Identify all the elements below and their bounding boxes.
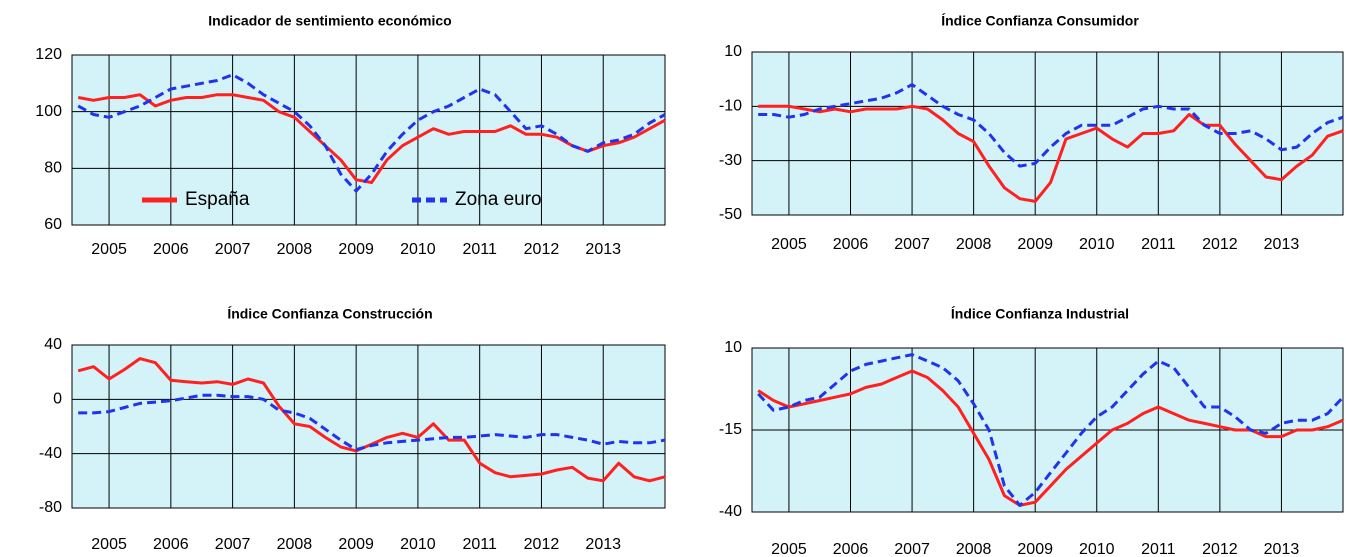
y-tick-label: 10 bbox=[724, 339, 742, 356]
x-tick-label: 2010 bbox=[1079, 236, 1115, 253]
x-tick-label: 2009 bbox=[338, 536, 374, 553]
x-tick-label: 2012 bbox=[1202, 541, 1238, 557]
x-tick-label: 2007 bbox=[215, 536, 251, 553]
x-tick-label: 2007 bbox=[894, 541, 930, 557]
series-line bbox=[77, 93, 666, 184]
legend-label: España bbox=[185, 189, 250, 210]
chart-title: Índice Confianza Industrial bbox=[951, 306, 1129, 322]
x-tick-label: 2013 bbox=[1264, 236, 1300, 253]
x-tick-label: 2005 bbox=[91, 536, 127, 553]
series-line bbox=[757, 369, 1344, 507]
y-tick-label: 10 bbox=[724, 43, 742, 60]
y-tick-label: -40 bbox=[39, 445, 62, 462]
series-line bbox=[757, 353, 1345, 507]
y-tick-label: -50 bbox=[719, 206, 742, 223]
y-tick-label: 0 bbox=[53, 391, 62, 408]
y-tick-label: -15 bbox=[719, 421, 742, 438]
x-tick-label: 2012 bbox=[524, 241, 560, 258]
x-tick-label: 2011 bbox=[462, 536, 497, 553]
chart-title: Índice Confianza Consumidor bbox=[941, 13, 1139, 29]
y-tick-label: -40 bbox=[719, 503, 742, 520]
chart: Índice Confianza Consumidor -50 -30 -10 10 20… bbox=[719, 13, 1344, 253]
y-tick-label: 40 bbox=[44, 336, 62, 353]
x-tick-label: 2009 bbox=[338, 241, 374, 258]
x-tick-label: 2008 bbox=[277, 536, 313, 553]
x-tick-label: 2008 bbox=[956, 236, 992, 253]
y-tick-label: -10 bbox=[719, 98, 742, 115]
chart-title: Índice Confianza Construcción bbox=[227, 306, 432, 322]
x-tick-label: 2013 bbox=[585, 536, 621, 553]
y-tick-label: 120 bbox=[35, 46, 62, 63]
x-tick-label: 2011 bbox=[1141, 236, 1176, 253]
y-tick-label: -80 bbox=[39, 499, 62, 516]
x-tick-label: 2012 bbox=[1202, 236, 1238, 253]
series-line bbox=[77, 73, 666, 193]
legend-label: Zona euro bbox=[455, 189, 542, 210]
x-tick-label: 2006 bbox=[833, 236, 869, 253]
x-tick-label: 2006 bbox=[833, 541, 869, 557]
x-tick-label: 2008 bbox=[277, 241, 313, 258]
series-line bbox=[758, 83, 1344, 168]
x-tick-label: 2007 bbox=[894, 236, 930, 253]
x-tick-label: 2010 bbox=[400, 241, 436, 258]
y-tick-label: 100 bbox=[35, 103, 62, 120]
x-tick-label: 2005 bbox=[771, 541, 807, 557]
y-tick-label: -30 bbox=[719, 152, 742, 169]
chart: Indicador de sentimiento económico 60 80 10… bbox=[35, 13, 666, 258]
x-tick-label: 2010 bbox=[400, 536, 436, 553]
chart: Índice Confianza Construcción -80 -40 0 40 20… bbox=[39, 306, 666, 553]
x-tick-label: 2006 bbox=[153, 241, 189, 258]
x-tick-label: 2009 bbox=[1017, 541, 1053, 557]
x-tick-label: 2007 bbox=[215, 241, 251, 258]
x-tick-label: 2011 bbox=[462, 241, 497, 258]
x-tick-label: 2010 bbox=[1079, 541, 1115, 557]
y-tick-label: 60 bbox=[44, 216, 62, 233]
series-line bbox=[78, 393, 666, 452]
series-line bbox=[758, 104, 1344, 203]
x-tick-label: 2013 bbox=[585, 241, 621, 258]
chart: Índice Confianza Industrial -40 -15 10 2005 2… bbox=[719, 306, 1345, 557]
x-tick-label: 2005 bbox=[91, 241, 127, 258]
x-tick-label: 2006 bbox=[153, 536, 189, 553]
x-tick-label: 2008 bbox=[956, 541, 992, 557]
x-tick-label: 2009 bbox=[1017, 236, 1053, 253]
y-tick-label: 80 bbox=[44, 160, 62, 177]
chart-title: Indicador de sentimiento económico bbox=[208, 13, 451, 29]
x-tick-label: 2013 bbox=[1264, 541, 1300, 557]
x-tick-label: 2011 bbox=[1141, 541, 1176, 557]
plot-area bbox=[751, 51, 1344, 216]
x-tick-label: 2012 bbox=[524, 536, 560, 553]
x-tick-label: 2005 bbox=[771, 236, 807, 253]
